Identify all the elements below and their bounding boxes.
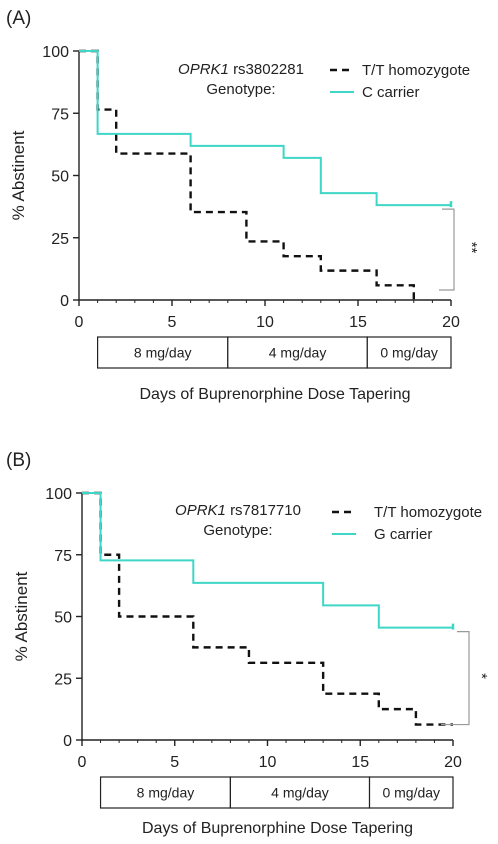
x-tick-label: 10 [256,314,274,331]
dose-segment [229,776,371,809]
dose-segment [368,776,454,809]
legend-entry: T/T homozygote [374,504,482,521]
series-line-tt-homozygote [79,49,415,300]
chart-panel-a: (A) 0 25 50 75 100 0 5 10 15 20 % Abstinent ** OPRK1 … [6,8,480,403]
y-axis-label: % Abstinent [9,130,28,220]
x-tick-label: 5 [170,754,179,771]
x-tick-label: 20 [442,314,460,331]
legend-genotype-label: Genotype: [203,522,272,539]
dose-label: 0 mg/day [382,785,440,801]
y-tick-label: 50 [54,610,72,627]
dose-label: 8 mg/day [134,345,192,361]
dose-label: 8 mg/day [137,785,195,801]
legend-entry: G carrier [374,526,432,543]
series-line-carrier [82,492,453,629]
panel-label: (B) [6,450,31,471]
legend-snp: rs3802281 [233,61,304,78]
x-tick-label: 20 [444,754,462,771]
x-tick-label: 0 [78,754,87,771]
significance-marker: * [473,673,490,679]
significance-bracket [441,631,470,726]
legend-genotype-label: Genotype: [206,81,275,98]
y-tick-label: 0 [60,293,69,310]
dose-segment [96,336,229,369]
legend-gene: OPRK1 [175,502,226,519]
x-tick-label: 5 [168,314,177,331]
y-tick-label: 0 [63,733,72,750]
y-tick-label: 100 [42,44,69,61]
dose-segment [99,776,232,809]
legend-title: OPRK1 rs7817710 [175,502,301,519]
y-tick-label: 75 [54,548,72,565]
y-tick-label: 25 [51,231,69,248]
x-tick-label: 15 [351,754,369,771]
dose-label: 4 mg/day [269,345,327,361]
significance-marker: ** [463,242,480,254]
legend-entry: T/T homozygote [362,62,470,79]
x-tick-label: 10 [259,754,277,771]
panel-label: (A) [6,8,31,29]
x-axis-label: Days of Buprenorphine Dose Tapering [140,386,411,403]
x-tick-label: 15 [349,314,367,331]
y-tick-label: 25 [54,671,72,688]
series-line-carrier [79,50,451,207]
dose-label: 4 mg/day [271,785,329,801]
dose-segment [227,336,368,369]
dose-segment [366,336,452,369]
y-tick-label: 100 [45,486,72,503]
series-line-tt-homozygote [82,491,453,726]
significance-bracket [439,208,455,291]
y-tick-label: 50 [51,169,69,186]
x-tick-label: 0 [75,314,84,331]
x-axis-label: Days of Buprenorphine Dose Tapering [142,820,413,837]
y-tick-label: 75 [51,106,69,123]
y-axis-label: % Abstinent [12,571,31,661]
legend-title: OPRK1 rs3802281 [178,61,304,78]
legend-snp: rs7817710 [230,502,301,519]
dose-label: 0 mg/day [380,345,438,361]
legend-entry: C carrier [362,84,420,101]
chart-panel-b: (B) 0 25 50 75 100 0 5 10 15 20 % Abstinent * OPRK1 r… [6,450,490,837]
legend-gene: OPRK1 [178,61,229,78]
